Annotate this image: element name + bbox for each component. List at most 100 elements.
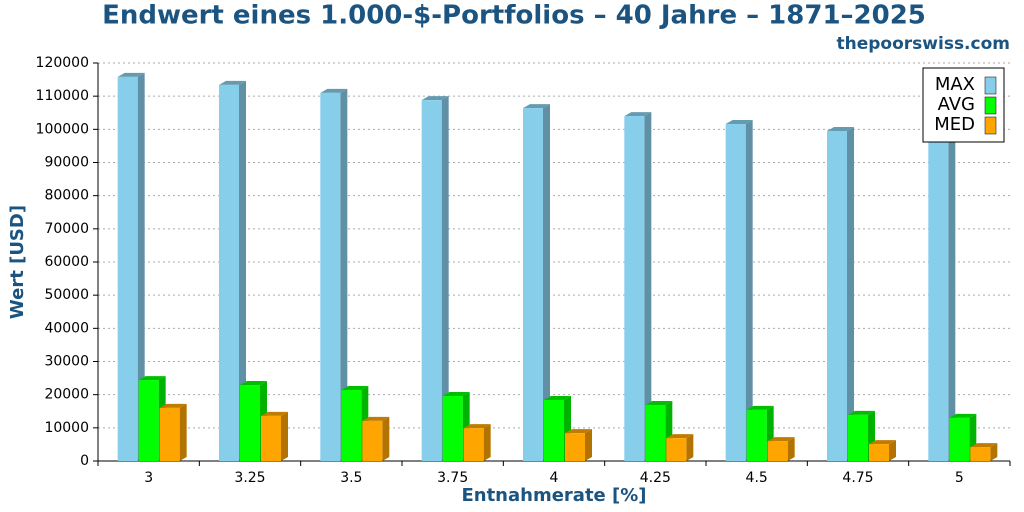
bar-top — [261, 411, 288, 416]
bar-top — [362, 416, 390, 421]
x-tick-label: 5 — [955, 470, 964, 486]
bar-side — [340, 88, 348, 461]
bar — [117, 76, 138, 462]
bar-side — [239, 80, 246, 461]
y-tick-label: 70000 — [44, 221, 89, 237]
bar-top — [645, 400, 673, 405]
legend-swatch — [984, 96, 997, 115]
bar — [523, 108, 543, 462]
y-tick-label: 80000 — [44, 188, 89, 204]
bar-top — [421, 96, 449, 101]
bar — [240, 385, 260, 461]
y-tick-label: 60000 — [44, 254, 89, 270]
y-tick-label: 40000 — [44, 320, 89, 336]
bar — [928, 138, 949, 461]
y-tick-label: 20000 — [44, 387, 89, 403]
bar — [362, 420, 383, 461]
legend-swatch — [984, 116, 997, 135]
bar-top — [159, 403, 187, 408]
bar-side — [948, 134, 956, 461]
x-tick-label: 3.25 — [234, 470, 265, 486]
bar — [544, 399, 564, 461]
bar — [463, 428, 484, 461]
bar-side — [585, 429, 592, 461]
bar — [421, 100, 442, 461]
bar-side — [281, 411, 288, 461]
bar — [949, 417, 970, 461]
x-tick-label: 4.5 — [746, 470, 768, 486]
bar-side — [441, 96, 449, 461]
bar-side — [847, 126, 854, 461]
bar-top — [320, 88, 348, 93]
x-tick-label: 4 — [550, 470, 559, 486]
bar — [645, 404, 666, 461]
bar-side — [745, 120, 753, 461]
bar-top — [565, 429, 592, 434]
bar-top — [869, 440, 896, 445]
bar-top — [725, 120, 753, 125]
y-tick-label: 120000 — [36, 55, 89, 71]
bar-side — [137, 72, 145, 462]
bar — [219, 84, 239, 461]
bar — [725, 124, 746, 461]
chart-subtitle: thepoorswiss.com — [837, 34, 1011, 54]
x-tick-label: 4.75 — [842, 470, 873, 486]
bar — [746, 409, 767, 461]
bar — [666, 438, 687, 461]
bar — [827, 130, 847, 461]
bar — [341, 390, 362, 461]
x-axis-label: Entnahmerate [%] — [461, 485, 646, 506]
bar-top — [240, 381, 267, 386]
bar — [869, 444, 889, 461]
bar — [565, 433, 585, 461]
legend-label: AVG — [938, 94, 975, 115]
bar-top — [827, 126, 854, 131]
bar — [320, 92, 341, 461]
bar-side — [179, 403, 187, 461]
bar-top — [666, 434, 694, 439]
bar-side — [990, 443, 998, 461]
bar-top — [949, 413, 977, 418]
chart-title: Endwert eines 1.000-$-Portfolios – 40 Ja… — [102, 1, 926, 31]
bar-top — [544, 395, 571, 400]
bar — [767, 441, 788, 461]
bar-top — [767, 437, 795, 442]
y-tick-label: 10000 — [44, 420, 89, 436]
y-tick-label: 110000 — [36, 88, 89, 104]
bar-top — [624, 112, 652, 117]
bar-top — [219, 80, 246, 85]
legend-label: MED — [934, 114, 975, 135]
bar-side — [543, 104, 550, 462]
bar — [138, 380, 159, 461]
y-tick-label: 30000 — [44, 354, 89, 370]
bar — [848, 414, 868, 461]
y-axis-label: Wert [USD] — [7, 205, 28, 319]
y-tick-label: 100000 — [36, 121, 89, 137]
bar-top — [523, 104, 550, 109]
bar-top — [970, 443, 998, 448]
bar-top — [746, 405, 774, 410]
bar-side — [483, 424, 491, 461]
x-tick-label: 3.75 — [437, 470, 468, 486]
bar-top — [117, 72, 145, 77]
bar-top — [463, 424, 491, 429]
legend-label: MAX — [935, 74, 975, 95]
bar — [159, 407, 180, 461]
x-tick-label: 3 — [144, 470, 153, 486]
bar-side — [382, 416, 390, 461]
bar — [261, 415, 281, 461]
x-tick-label: 3.5 — [340, 470, 362, 486]
bar-side — [889, 440, 896, 461]
bar — [970, 447, 991, 461]
y-tick-label: 50000 — [44, 287, 89, 303]
bar-top — [848, 410, 875, 415]
bar-side — [686, 434, 694, 461]
bar-side — [787, 437, 795, 461]
bar — [624, 116, 645, 462]
bar-top — [442, 391, 470, 396]
y-tick-label: 0 — [80, 453, 89, 469]
bar-top — [138, 376, 166, 381]
legend-swatch — [984, 76, 997, 95]
x-tick-label: 4.25 — [640, 470, 671, 486]
